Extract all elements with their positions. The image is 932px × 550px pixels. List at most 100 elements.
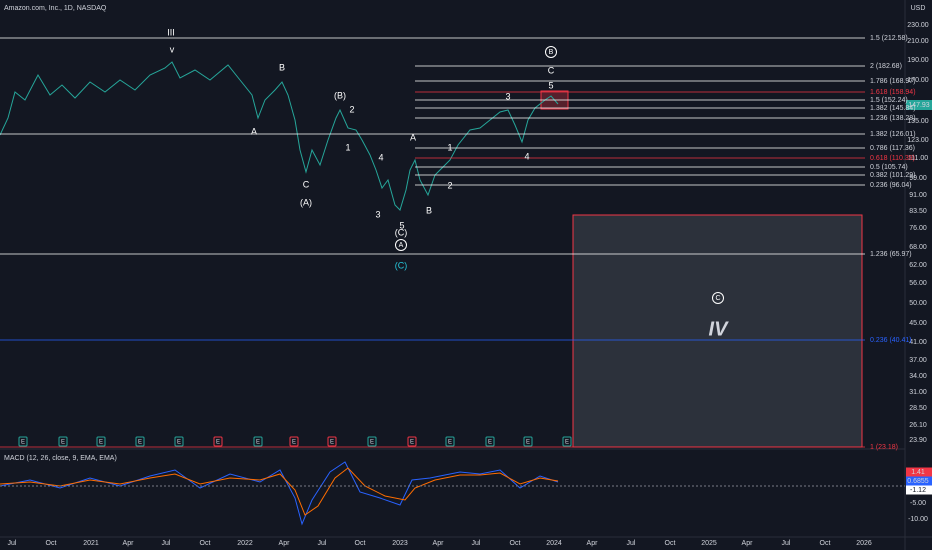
price-label: 31.00 [909,389,927,396]
current-price-tag [906,100,932,110]
time-label: Apr [587,540,599,547]
wave-label: C [548,65,555,75]
wave-label-cyan: (C) [395,260,408,270]
fib-label: 0.382 (101.29) [870,172,916,179]
circled-wave-ring [712,292,724,304]
wave-label: C [303,179,310,189]
event-marker: E [99,440,103,446]
price-label: 45.00 [909,320,927,327]
event-marker-box [407,436,417,447]
wave-label: B [426,205,432,215]
macd-tag [906,476,932,486]
macd-tag [906,485,932,495]
time-label: 2024 [546,540,562,547]
time-label: Jul [162,540,171,547]
price-label: 26.10 [909,422,927,429]
event-marker-box [174,436,184,447]
event-marker: E [410,440,414,446]
event-marker: E [61,440,65,446]
time-label: Apr [123,540,135,547]
macd-label: 0.6855 [907,478,929,485]
wave-label: B [279,62,285,72]
wave-label: (B) [334,90,346,100]
price-label: 50.00 [909,300,927,307]
event-marker: E [21,440,25,446]
wave-label: v [170,44,175,54]
wave-label: 2 [447,180,452,190]
wave-label: 1 [447,142,452,152]
price-label: 23.90 [909,437,927,444]
circled-wave-label: C [715,295,720,302]
time-label: Jul [318,540,327,547]
time-label: Apr [742,540,754,547]
wave-label: (A) [300,197,312,207]
time-label: Jul [8,540,17,547]
time-label: Oct [200,540,211,547]
time-label: Apr [279,540,291,547]
time-label: 2022 [237,540,253,547]
price-label: 28.50 [909,405,927,412]
macd-label: -1.12 [910,487,926,494]
macd-label: 1.41 [911,469,925,476]
wave-label: 3 [375,209,380,219]
event-marker-box [485,436,495,447]
wave-label: 4 [524,151,529,161]
event-marker-box [213,436,223,447]
event-marker-box [289,436,299,447]
event-marker-box [18,436,28,447]
wave-label: (C) [395,227,408,237]
price-label: 76.00 [909,225,927,232]
time-label: Oct [510,540,521,547]
price-label: 210.00 [907,38,929,45]
event-marker-box [562,436,572,447]
fib-label: 2 (182.68) [870,63,902,70]
price-label: 62.00 [909,262,927,269]
price-label: 68.00 [909,244,927,251]
price-line [0,61,559,211]
fib-label: 0.236 (40.41) [870,337,912,344]
macd-tag [906,467,932,477]
fib-label: 1.5 (152.24) [870,97,908,104]
fib-label: 1.5 (212.58) [870,35,908,42]
price-label: 83.50 [909,208,927,215]
fib-label: 1.618 (158.94) [870,89,916,96]
fib-label: 0.236 (96.04) [870,182,912,189]
time-label: 2025 [701,540,717,547]
wave-label: 1 [345,142,350,152]
wave-label: 5 [548,80,553,90]
macd-label: -10.00 [908,516,928,523]
event-marker: E [216,440,220,446]
time-label: Jul [472,540,481,547]
time-label: Apr [433,540,445,547]
currency: USD [911,5,926,12]
symbol-title: Amazon.com, Inc., 1D, NASDAQ [4,5,107,12]
fib-label: 1.382 (145.84) [870,105,916,112]
event-marker: E [448,440,452,446]
fib-label: 1.786 (168.97) [870,78,916,85]
signal-line [0,467,559,516]
event-marker-box [523,436,533,447]
price-label: 56.00 [909,280,927,287]
price-label: 135.00 [907,118,929,125]
event-marker-box [58,436,68,447]
fib-label: 1.382 (126.01) [870,131,916,138]
price-label: 37.00 [909,357,927,364]
macd-line [0,461,559,526]
event-marker: E [292,440,296,446]
event-marker: E [565,440,569,446]
event-marker: E [256,440,260,446]
fib-label: 0.618 (110.39) [870,155,915,162]
price-label: 170.00 [907,77,929,84]
time-label: Jul [627,540,636,547]
price-label: 123.00 [907,137,929,144]
event-marker: E [330,440,334,446]
wave-label: III [167,27,175,37]
circled-wave-label: A [399,242,404,249]
time-label: Oct [46,540,57,547]
time-label: Jul [782,540,791,547]
price-label: 230.00 [907,22,929,29]
time-label: Oct [665,540,676,547]
wave-label: A [410,132,416,142]
event-marker: E [488,440,492,446]
projection-wave: IV [709,318,730,340]
